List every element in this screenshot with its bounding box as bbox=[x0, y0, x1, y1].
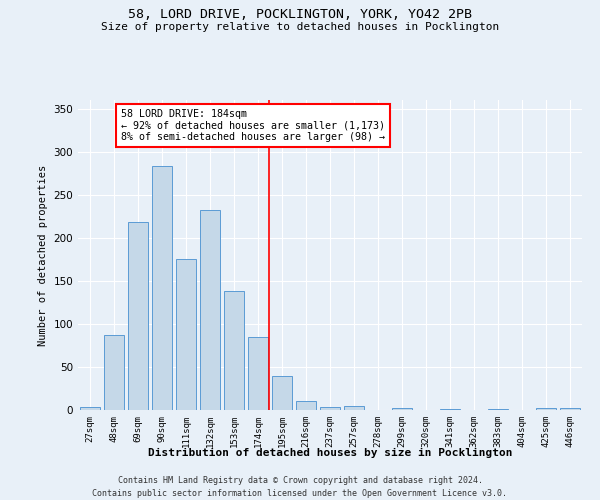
Bar bbox=[104, 335, 124, 410]
Bar bbox=[560, 408, 580, 410]
Text: Distribution of detached houses by size in Pocklington: Distribution of detached houses by size … bbox=[148, 448, 512, 458]
Bar bbox=[128, 222, 148, 410]
Bar bbox=[80, 408, 100, 410]
Bar bbox=[200, 210, 220, 410]
Text: Contains HM Land Registry data © Crown copyright and database right 2024.: Contains HM Land Registry data © Crown c… bbox=[118, 476, 482, 485]
Bar bbox=[152, 166, 172, 410]
Bar bbox=[344, 406, 364, 410]
Text: Size of property relative to detached houses in Pocklington: Size of property relative to detached ho… bbox=[101, 22, 499, 32]
Bar bbox=[272, 376, 292, 410]
Bar bbox=[224, 291, 244, 410]
Text: 58 LORD DRIVE: 184sqm
← 92% of detached houses are smaller (1,173)
8% of semi-de: 58 LORD DRIVE: 184sqm ← 92% of detached … bbox=[121, 108, 385, 142]
Bar bbox=[488, 409, 508, 410]
Bar bbox=[392, 408, 412, 410]
Bar bbox=[176, 260, 196, 410]
Bar bbox=[440, 409, 460, 410]
Bar bbox=[536, 408, 556, 410]
Text: Contains public sector information licensed under the Open Government Licence v3: Contains public sector information licen… bbox=[92, 489, 508, 498]
Bar bbox=[320, 406, 340, 410]
Y-axis label: Number of detached properties: Number of detached properties bbox=[38, 164, 48, 346]
Bar bbox=[296, 402, 316, 410]
Text: 58, LORD DRIVE, POCKLINGTON, YORK, YO42 2PB: 58, LORD DRIVE, POCKLINGTON, YORK, YO42 … bbox=[128, 8, 472, 20]
Bar bbox=[248, 337, 268, 410]
